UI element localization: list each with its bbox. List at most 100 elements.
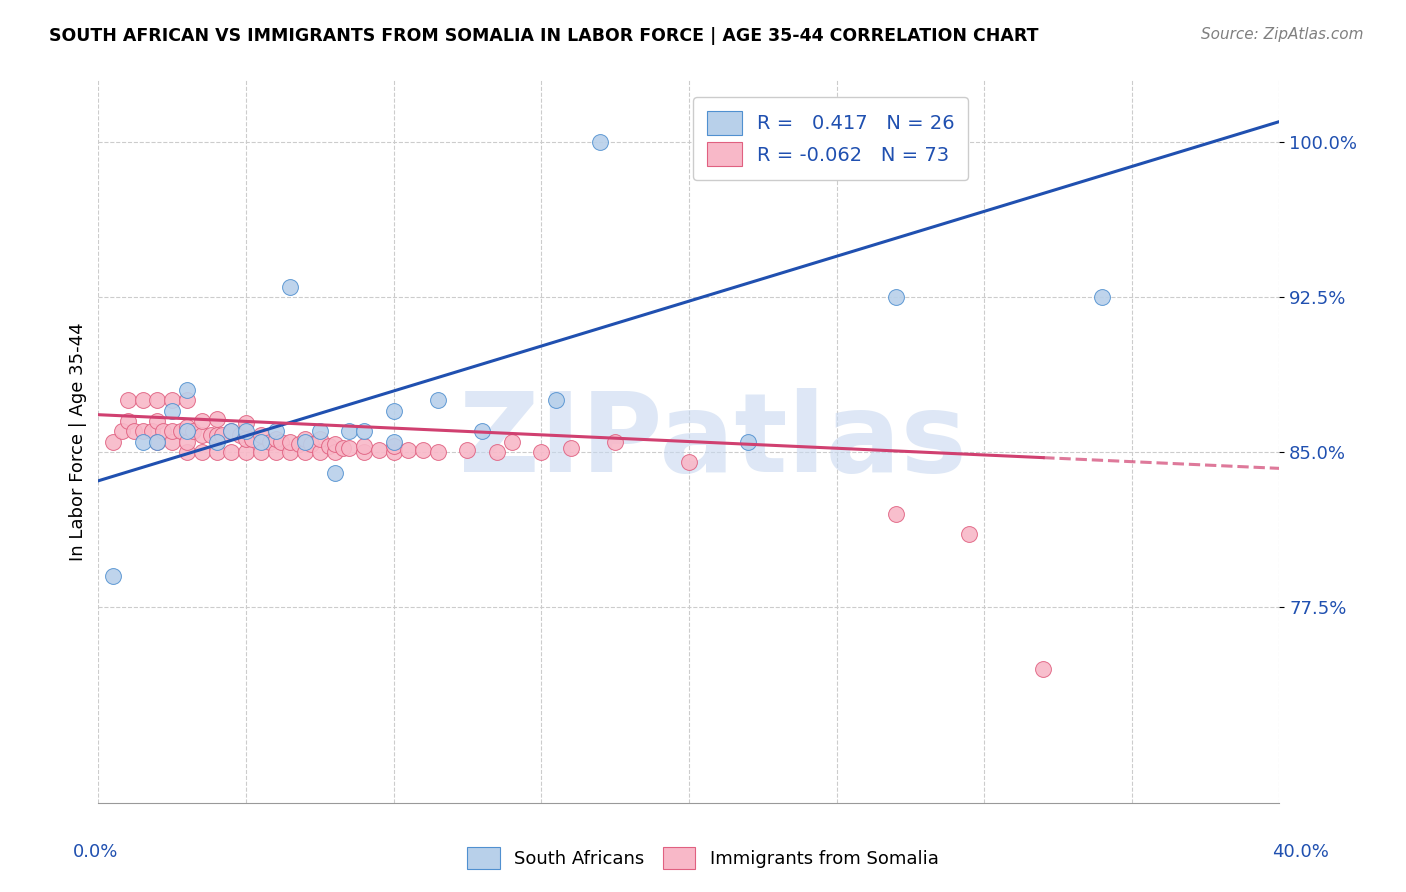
Point (398, 442, 420, 457)
Point (132, 434, 155, 449)
Point (323, 466, 346, 480)
Point (530, 445, 553, 459)
Point (146, 434, 169, 449)
Point (353, 445, 375, 459)
Point (176, 445, 198, 459)
Point (132, 393, 155, 408)
Point (294, 434, 316, 449)
Text: Source: ZipAtlas.com: Source: ZipAtlas.com (1201, 27, 1364, 42)
Point (117, 414, 139, 428)
Point (959, 527, 981, 541)
Point (162, 403, 183, 417)
Point (546, 393, 568, 408)
Point (250, 445, 273, 459)
Point (318, 439, 340, 453)
Point (589, 135, 612, 149)
Point (205, 412, 228, 426)
Point (382, 439, 405, 453)
Point (103, 434, 125, 449)
Text: SOUTH AFRICAN VS IMMIGRANTS FROM SOMALIA IN LABOR FORCE | AGE 35-44 CORRELATION : SOUTH AFRICAN VS IMMIGRANTS FROM SOMALIA… (49, 27, 1039, 45)
Point (501, 434, 523, 449)
Text: 40.0%: 40.0% (1272, 843, 1329, 861)
Point (250, 428, 273, 442)
Point (382, 403, 405, 417)
Point (205, 434, 228, 449)
Point (678, 455, 700, 469)
Legend: R =   0.417   N = 26, R = -0.062   N = 73: R = 0.417 N = 26, R = -0.062 N = 73 (693, 97, 969, 179)
Point (181, 424, 204, 438)
Point (176, 434, 198, 449)
Point (280, 445, 302, 459)
Point (368, 442, 391, 457)
Point (457, 442, 479, 457)
Point (176, 420, 198, 434)
Point (605, 434, 627, 449)
Point (205, 445, 228, 459)
Point (221, 445, 243, 459)
Point (294, 433, 316, 447)
Point (259, 434, 281, 449)
Point (176, 383, 198, 397)
Point (170, 424, 193, 438)
Point (176, 424, 198, 438)
Text: ZIPatlas: ZIPatlas (458, 388, 966, 495)
Point (486, 445, 509, 459)
Point (299, 436, 322, 450)
Point (152, 424, 174, 438)
Point (117, 393, 139, 408)
Point (111, 424, 134, 438)
Point (229, 428, 252, 442)
Point (560, 441, 582, 455)
Point (884, 290, 907, 304)
Point (737, 434, 759, 449)
Point (235, 433, 257, 447)
Point (235, 416, 257, 430)
Point (382, 445, 405, 459)
Text: 0.0%: 0.0% (73, 843, 118, 861)
Point (240, 433, 263, 447)
Point (146, 393, 169, 408)
Point (1091, 290, 1114, 304)
Point (294, 445, 316, 459)
Point (146, 434, 169, 449)
Point (382, 434, 405, 449)
Point (191, 428, 214, 442)
Point (884, 507, 907, 521)
Point (412, 442, 434, 457)
Point (211, 428, 233, 442)
Point (288, 436, 311, 450)
Point (221, 424, 243, 438)
Point (235, 424, 257, 438)
Point (264, 433, 287, 447)
Point (264, 424, 287, 438)
Point (353, 424, 375, 438)
Point (1032, 662, 1054, 676)
Point (427, 445, 450, 459)
Point (339, 441, 361, 455)
Y-axis label: In Labor Force | Age 35-44: In Labor Force | Age 35-44 (69, 322, 87, 561)
Point (132, 424, 155, 438)
Point (191, 414, 214, 428)
Point (200, 428, 222, 442)
Point (103, 568, 125, 582)
Point (162, 393, 183, 408)
Legend: South Africans, Immigrants from Somalia: South Africans, Immigrants from Somalia (460, 839, 946, 876)
Point (205, 428, 228, 442)
Point (309, 445, 332, 459)
Point (309, 424, 332, 438)
Point (280, 279, 302, 293)
Point (221, 424, 243, 438)
Point (146, 414, 169, 428)
Point (280, 434, 302, 449)
Point (176, 393, 198, 408)
Point (427, 393, 450, 408)
Point (270, 434, 292, 449)
Point (162, 424, 183, 438)
Point (191, 445, 214, 459)
Point (141, 424, 163, 438)
Point (235, 445, 257, 459)
Point (339, 424, 361, 438)
Point (264, 445, 287, 459)
Point (471, 424, 494, 438)
Point (250, 434, 273, 449)
